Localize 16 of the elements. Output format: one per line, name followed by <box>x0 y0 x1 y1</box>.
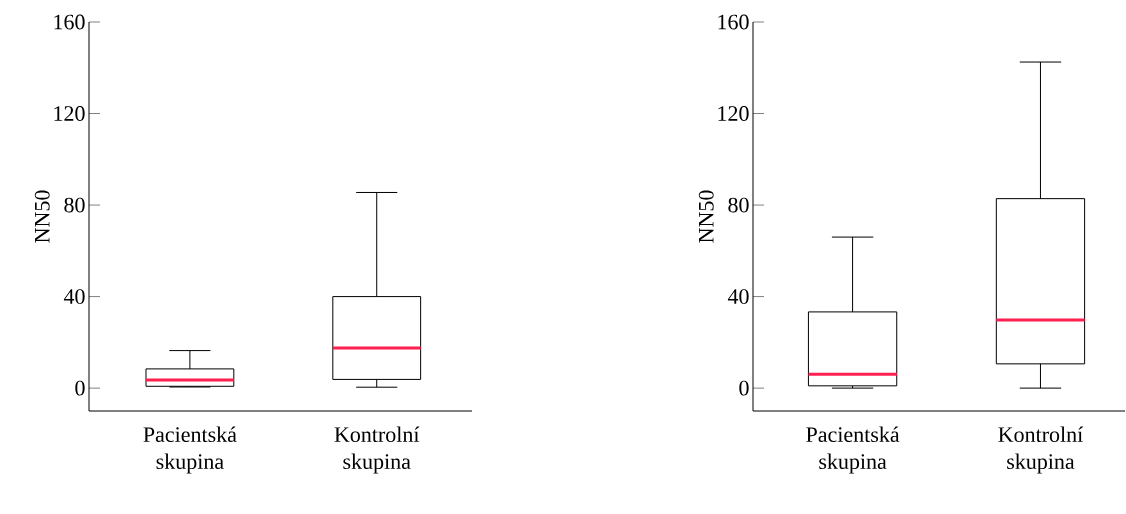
x-tick-label: Pacientská skupina <box>143 426 237 474</box>
y-tick-label: 40 <box>63 289 85 305</box>
y-tick-label: 0 <box>75 380 85 396</box>
y-tick-label: 120 <box>54 106 85 121</box>
y-tick-label: 80 <box>64 197 85 213</box>
y-tick-label: 160 <box>54 14 85 30</box>
y-tick-label: 160 <box>718 14 749 30</box>
x-tick-label: Pacientská skupina <box>806 426 900 474</box>
x-tick-label: Kontrolní skupina <box>334 426 420 474</box>
y-axis-title: NN50 <box>34 190 50 243</box>
y-tick-label: 80 <box>728 197 749 213</box>
y-tick-label: 40 <box>727 289 749 305</box>
y-axis-title: NN50 <box>698 190 714 243</box>
y-tick-label: 0 <box>739 380 749 396</box>
y-tick-label: 120 <box>718 106 749 121</box>
x-tick-label: Kontrolní skupina <box>998 426 1084 474</box>
